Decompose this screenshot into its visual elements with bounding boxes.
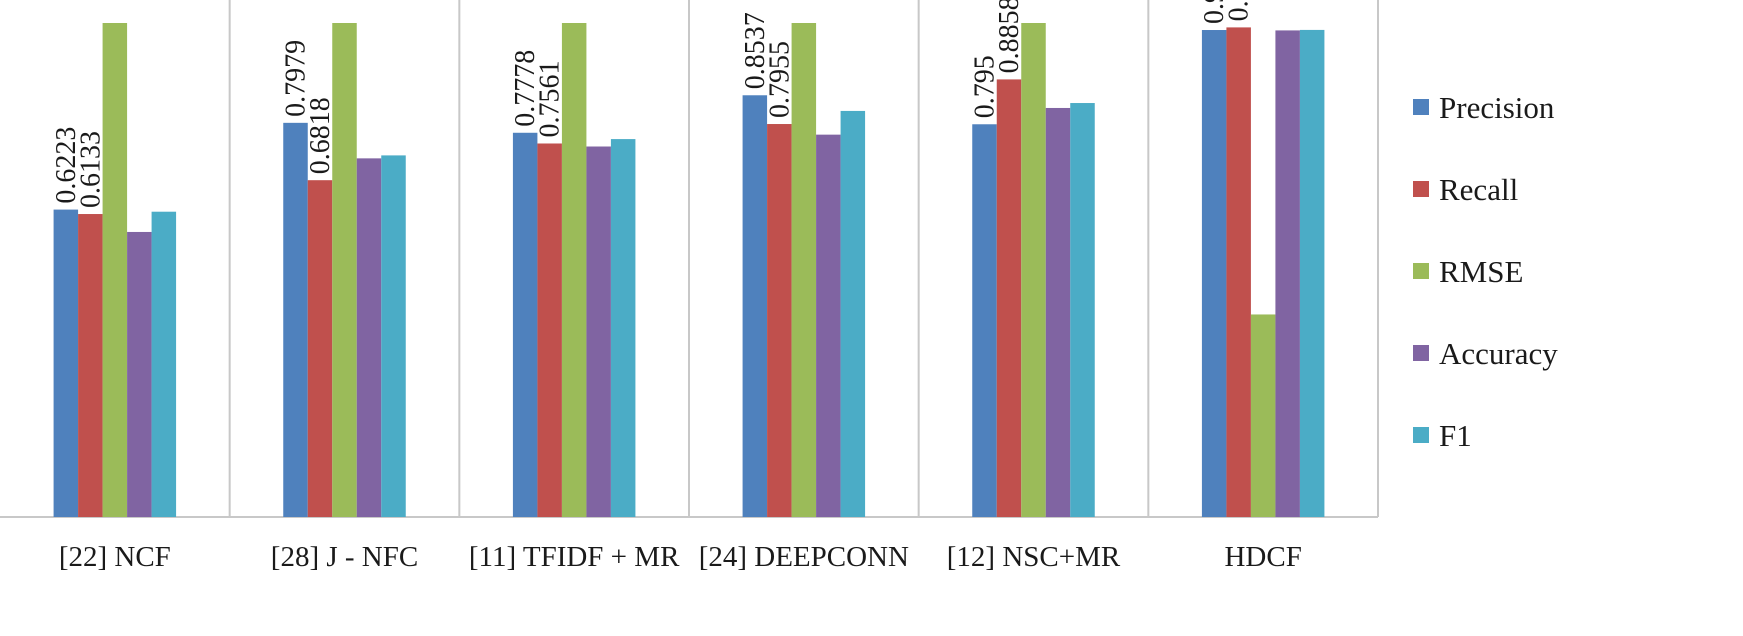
bar-accuracy-5 [1275, 30, 1300, 517]
legend-swatch [1413, 427, 1429, 443]
bar-accuracy-0 [127, 231, 152, 517]
bar-rmse-2 [561, 23, 587, 517]
data-label-precision: 0.8537 [740, 12, 771, 89]
bar-accuracy-3 [816, 134, 841, 518]
bar-f1-4 [1070, 103, 1095, 517]
x-tick-label: [24] DEEPCONN [699, 541, 909, 573]
x-tick-label: [12] NSC+MR [947, 541, 1121, 573]
bar-f1-0 [151, 211, 177, 517]
legend-label: Accuracy [1439, 336, 1558, 371]
legend-item-recall: Recall [1413, 172, 1518, 207]
legend-item-f1: F1 [1413, 418, 1472, 453]
legend-item-precision: Precision [1413, 90, 1555, 125]
bar-precision-5 [1201, 30, 1227, 517]
bar-recall-3 [767, 124, 792, 517]
bar-f1-2 [610, 139, 636, 517]
bar-precision-4 [972, 124, 997, 518]
data-label-precision: 0.795 [970, 55, 1001, 118]
bar-rmse-4 [1021, 23, 1046, 517]
bar-recall-0 [78, 214, 103, 518]
bar-accuracy-2 [586, 146, 611, 517]
legend-swatch [1413, 345, 1429, 361]
legend-item-rmse: RMSE [1413, 254, 1523, 289]
bar-precision-1 [283, 122, 308, 517]
legend-swatch [1413, 263, 1429, 279]
bar-recall-1 [307, 180, 333, 517]
bar-f1-3 [840, 110, 866, 517]
data-label-precision: 0.7778 [510, 50, 541, 127]
legend-label: F1 [1439, 418, 1472, 453]
data-label-precision: 0.7979 [281, 40, 312, 117]
bar-recall-5 [1226, 27, 1251, 517]
x-tick-label: HDCF [1224, 541, 1301, 573]
bar-precision-3 [742, 95, 768, 517]
bar-recall-2 [537, 143, 562, 517]
bar-precision-2 [512, 132, 538, 518]
legend-item-accuracy: Accuracy [1413, 336, 1558, 371]
bar-rmse-3 [791, 23, 817, 517]
data-label-recall: 0.7561 [535, 60, 566, 137]
legend-swatch [1413, 181, 1429, 197]
bar-accuracy-1 [356, 158, 382, 517]
legend-label: Recall [1439, 172, 1518, 207]
data-label-precision: 0.9858 [1199, 0, 1230, 24]
bar-precision-0 [53, 209, 79, 517]
bar-accuracy-4 [1045, 107, 1071, 517]
data-label-recall: 0.6133 [75, 131, 106, 208]
data-label-recall: 0.9911 [1224, 0, 1255, 21]
legend-swatch [1413, 99, 1429, 115]
data-label-precision: 0.6223 [51, 127, 82, 204]
x-tick-label: [28] J - NFC [271, 541, 418, 573]
bar-rmse-0 [102, 23, 128, 517]
bar-recall-4 [996, 79, 1022, 518]
data-label-recall: 0.6818 [305, 97, 336, 174]
bar-rmse-5 [1250, 314, 1276, 517]
x-tick-label: [11] TFIDF + MR [469, 541, 680, 573]
bar-f1-1 [381, 155, 406, 517]
x-tick-label: [22] NCF [59, 541, 171, 573]
bar-f1-5 [1299, 29, 1325, 517]
legend-label: RMSE [1439, 254, 1523, 289]
legend-label: Precision [1439, 90, 1555, 125]
bar-rmse-1 [332, 23, 357, 517]
data-label-recall: 0.8858 [994, 0, 1025, 73]
data-label-recall: 0.7955 [764, 41, 795, 118]
